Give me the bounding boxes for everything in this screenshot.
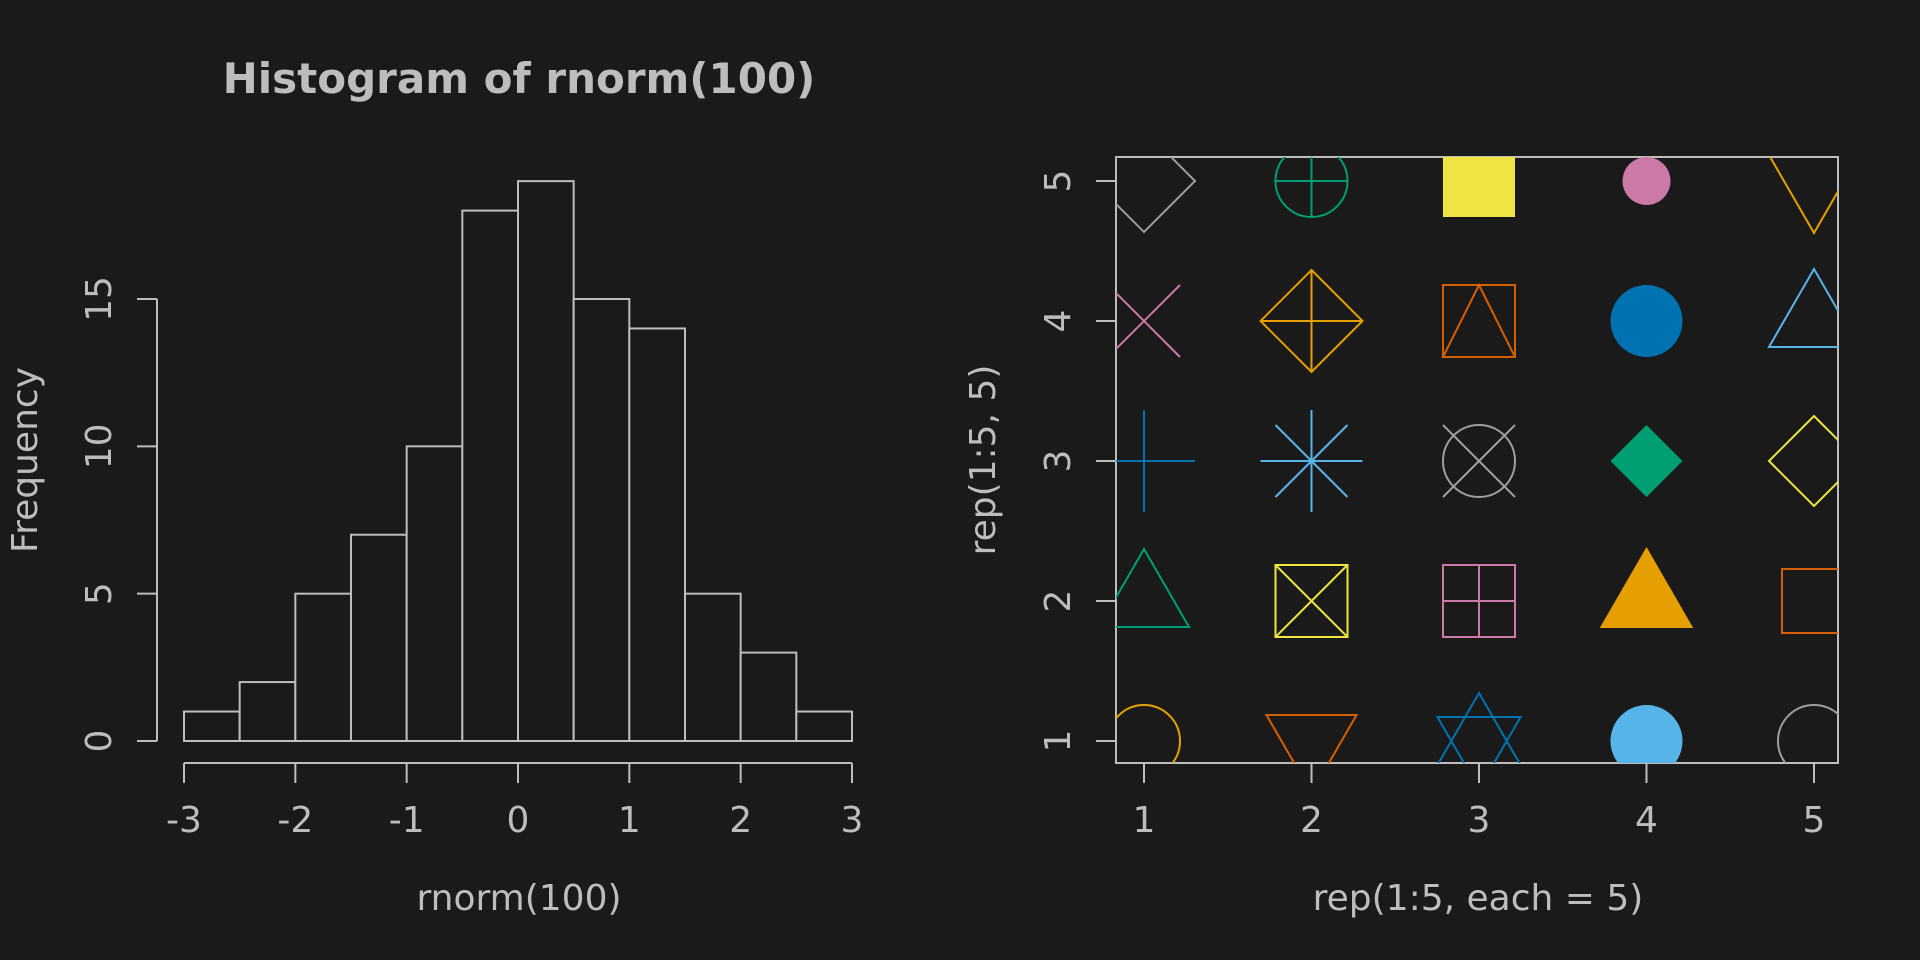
scatter-point-shape [1610,425,1683,497]
histogram-bars [183,180,853,743]
histogram-x-axis: -3 -2 -1 0 1 2 3 [166,762,864,841]
histogram-bar [739,651,798,742]
scatter-point-shape [1442,564,1516,638]
scatter-point [1777,704,1838,763]
scatter-point [1116,284,1181,358]
scatter-point-shape [1116,546,1191,628]
scatter-x-axis: 1 2 3 4 5 [1133,763,1826,841]
scatter-point-shape [1437,690,1521,763]
scatter-y-tick-label: 5 [1038,170,1079,193]
scatter-point-stroke [1442,424,1516,498]
scatter-point [1768,157,1838,236]
scatter-point-shape [1599,547,1694,628]
histogram-bar [628,327,686,742]
scatter-point-stroke [1274,564,1349,638]
scatter-y-tick-label: 4 [1038,310,1079,333]
histogram-x-tick-label: 2 [729,800,752,841]
scatter-points [1116,157,1838,763]
histogram-x-tick-label: 3 [841,800,864,841]
scatter-point [1610,425,1683,497]
scatter-point [1442,564,1516,638]
histogram-bar [294,592,353,743]
histogram-bar [795,710,853,742]
scatter-point [1260,410,1363,512]
histogram-x-tick-label: -2 [277,800,313,841]
histogram-bar [684,592,742,743]
scatter-point [1610,285,1683,357]
scatter-point [1274,564,1349,638]
scatter-point-stroke [1116,284,1181,351]
scatter-point-shape [1610,705,1683,763]
scatter-x-tick-label: 5 [1803,800,1826,841]
scatter-point [1116,410,1195,512]
histogram-bar [405,445,464,742]
histogram-bar [461,209,520,743]
scatter-point [1767,266,1838,348]
scatter-point [1116,704,1181,763]
scatter-y-label: rep(1:5, 5) [963,365,1004,556]
scatter-y-tick-label: 2 [1038,590,1079,613]
scatter-y-tick-label: 3 [1038,450,1079,473]
histogram-y-tick-label: 0 [79,730,120,753]
scatter-point-shape [1610,285,1683,357]
scatter-x-label: rep(1:5, each = 5) [1313,878,1644,919]
scatter-point-shape [1264,714,1359,763]
scatter-point-shape [1768,157,1838,236]
scatter-x-tick-label: 3 [1468,800,1491,841]
scatter-point-shape [1441,282,1517,358]
histogram-y-tick-label: 15 [79,276,120,322]
scatter-point-shape [1443,157,1515,217]
histogram-y-tick-label: 5 [79,582,120,605]
histogram-panel: Histogram of rnorm(100) -3 -2 -1 0 1 2 3 0 5 10 1… [5,54,863,919]
scatter-point [1116,546,1191,628]
histogram-bar [238,681,297,742]
histogram-x-tick-label: -3 [166,800,202,841]
histogram-y-axis: 0 5 10 15 [79,276,158,753]
histogram-bar [350,533,408,742]
scatter-y-tick-label: 1 [1038,730,1079,753]
scatter-point [1259,268,1364,374]
scatter-point-stroke [1274,424,1349,498]
histogram-bar [517,180,575,742]
scatter-point-shape [1442,424,1516,498]
scatter-point-shape [1767,266,1838,348]
histogram-x-tick-label: -1 [389,800,425,841]
histogram-bar [183,710,241,742]
histogram-y-tick-label: 10 [79,423,120,469]
scatter-point [1599,547,1694,628]
scatter-point [1116,157,1197,234]
histogram-x-tick-label: 0 [507,800,530,841]
scatter-x-tick-label: 1 [1133,800,1156,841]
scatter-point-shape [1777,704,1838,763]
scatter-point-shape [1116,704,1181,763]
scatter-point [1274,157,1349,218]
scatter-point-shape [1622,157,1671,205]
scatter-x-tick-label: 4 [1635,800,1658,841]
scatter-point [1767,414,1838,508]
scatter-point [1441,282,1517,358]
histogram-bar [572,298,631,742]
scatter-point-shape [1116,157,1197,234]
scatter-point [1264,714,1359,763]
scatter-point-shape [1435,716,1523,763]
scatter-y-axis: 1 2 3 4 5 [1038,170,1116,753]
histogram-x-tick-label: 1 [618,800,641,841]
scatter-point [1610,705,1683,763]
scatter-x-tick-label: 2 [1300,800,1323,841]
histogram-y-label: Frequency [5,367,46,553]
scatter-point-shape [1781,568,1838,634]
scatter-point [1442,424,1516,498]
histogram-title: Histogram of rnorm(100) [223,54,816,103]
scatter-point-shape [1767,414,1838,508]
histogram-x-label: rnorm(100) [416,878,621,919]
scatter-point [1435,690,1523,763]
scatter-point [1781,568,1838,634]
scatter-point [1443,157,1515,217]
scatter-panel: 1 2 3 4 5 1 2 3 4 5 rep(1:5, each = 5) rep(1:5, … [963,156,1839,919]
scatter-point [1622,157,1671,205]
